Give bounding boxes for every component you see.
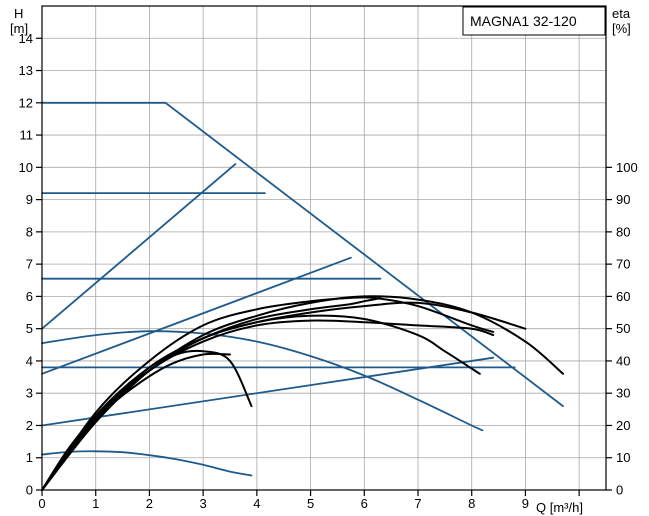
x-tick-label: 9 [522,496,529,511]
head-curve-7 [41,356,495,427]
grid [41,6,606,491]
right-y-axis-unit: [%] [612,21,631,36]
right-tick-label: 10 [616,450,630,465]
axes [41,5,607,491]
efficiency-curve-14 [41,296,495,491]
left-tick-label: 12 [19,95,33,110]
right-tick-label: 70 [616,257,630,272]
left-tick-label: 4 [26,353,33,368]
left-tick-label: 8 [26,224,33,239]
left-tick-label: 10 [19,160,33,175]
right-y-axis-ticks: 0 10 20 30 40 50 60 70 80 90 100 [606,160,638,498]
left-tick-label: 0 [26,483,33,498]
right-tick-label: 90 [616,192,630,207]
x-tick-label: 8 [468,496,475,511]
left-tick-label: 3 [26,386,33,401]
left-tick-label: 11 [20,128,34,143]
head-curve-8 [41,330,484,432]
x-tick-label: 1 [92,496,99,511]
left-tick-label: 6 [26,289,33,304]
right-tick-label: 80 [616,224,630,239]
right-tick-label: 50 [616,321,630,336]
right-tick-label: 30 [616,386,630,401]
left-tick-label: 2 [26,418,33,433]
x-tick-label: 7 [414,496,421,511]
x-axis-ticks: 0 1 2 3 4 5 6 7 8 9 [38,490,580,511]
left-tick-label: 14 [19,31,33,46]
x-tick-label: 2 [146,496,153,511]
model-label-box [462,6,606,36]
efficiency-curve-15 [41,295,564,491]
right-tick-label: 0 [616,483,623,498]
right-tick-label: 20 [616,418,630,433]
x-tick-label: 5 [307,496,314,511]
x-tick-label: 4 [253,496,260,511]
right-tick-label: 60 [616,289,630,304]
head-curve-5 [41,163,237,330]
right-y-axis-title: eta [612,6,631,21]
left-tick-label: 7 [26,257,33,272]
x-axis-title: Q [m³/h] [536,500,583,515]
right-tick-label: 40 [616,353,630,368]
efficiency-curve-16 [41,297,382,491]
model-label: MAGNA1 32-120 [470,13,577,29]
left-y-axis-title: H [14,6,23,21]
x-tick-label: 3 [200,496,207,511]
head-curve-6 [41,256,352,375]
left-tick-label: 5 [26,321,33,336]
left-y-axis-unit: [m] [10,21,28,36]
plot-frame [41,5,607,491]
left-tick-label: 1 [26,450,33,465]
efficiency-curve-17 [41,301,527,491]
x-tick-label: 6 [361,496,368,511]
efficiency-curve-13 [41,319,495,491]
right-tick-label: 100 [616,160,638,175]
curve-series [41,101,564,491]
left-tick-label: 13 [19,63,33,78]
x-tick-label: 0 [38,496,45,511]
head-curve-9 [41,450,253,477]
left-tick-label: 9 [26,192,33,207]
